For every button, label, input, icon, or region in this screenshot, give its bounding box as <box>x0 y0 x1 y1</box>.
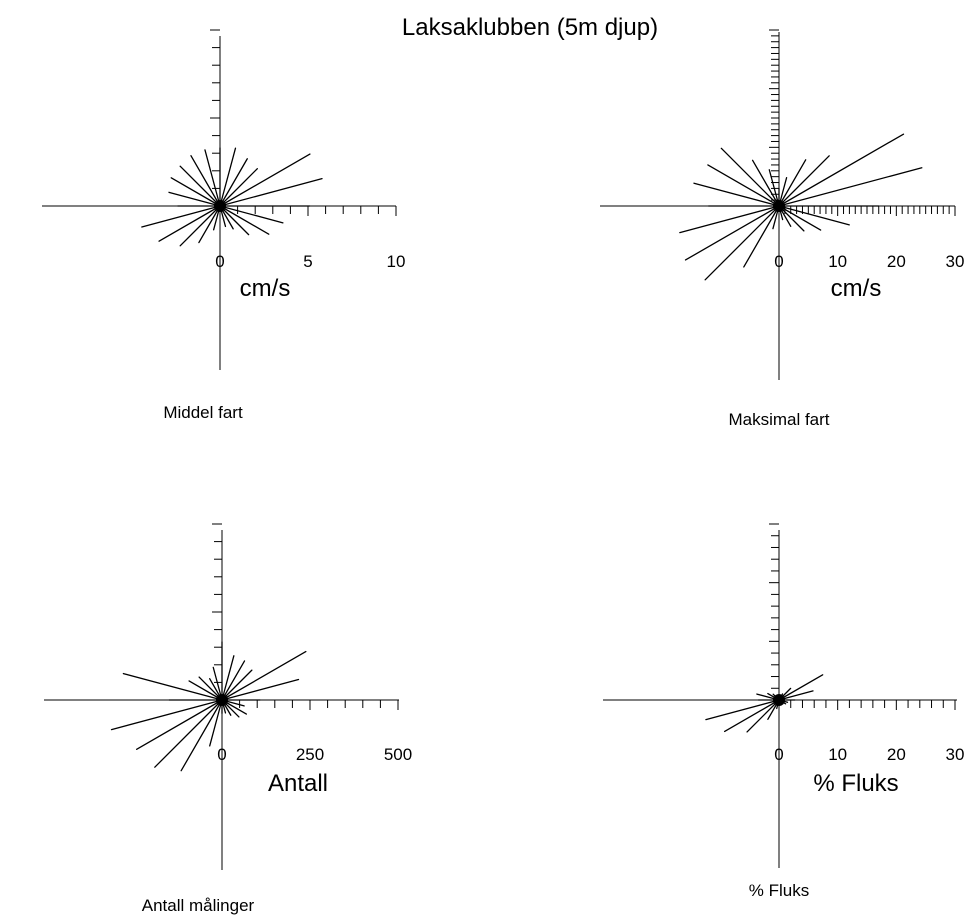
x-tick-label: 250 <box>296 745 324 764</box>
direction-vector <box>778 133 905 207</box>
direction-vector <box>707 164 780 207</box>
panel-maksimal-fart: 0 10 20 30 cm/s Maksimal fart <box>600 29 965 429</box>
panel-middel-fart: 0 5 10 cm/s Middel fart <box>42 29 406 422</box>
direction-vector <box>209 699 223 747</box>
center-marker <box>773 694 785 706</box>
direction-vector <box>705 699 780 721</box>
direction-vector <box>778 205 850 226</box>
direction-vector <box>179 205 221 247</box>
panel-prosent-fluks: 0 10 20 30 % Fluks % Fluks <box>603 523 965 900</box>
panel-caption: Antall målinger <box>142 896 255 915</box>
center-marker <box>216 694 228 706</box>
direction-vector <box>778 155 830 207</box>
direction-vector <box>723 699 780 733</box>
x-axis-label: Antall <box>268 770 328 797</box>
x-tick-label: 5 <box>303 252 312 271</box>
direction-vector <box>219 205 270 235</box>
direction-vector <box>778 159 807 207</box>
center-marker <box>214 200 226 212</box>
x-tick-label: 20 <box>887 745 906 764</box>
direction-vector <box>221 669 253 701</box>
direction-vector <box>219 147 237 207</box>
panel-antall-malinger: 0 250 500 Antall Antall målinger <box>44 523 412 915</box>
direction-vector <box>141 205 221 228</box>
x-axis-label: % Fluks <box>813 770 898 797</box>
direction-vector <box>135 699 223 750</box>
direction-vector <box>219 205 284 224</box>
center-marker <box>773 200 785 212</box>
x-axis-label: cm/s <box>831 275 882 302</box>
direction-vector <box>221 650 307 701</box>
direction-vector <box>170 177 221 207</box>
direction-vector <box>221 660 246 701</box>
x-tick-label: 500 <box>384 745 412 764</box>
direction-vector <box>110 699 223 731</box>
x-tick-label: 10 <box>828 252 847 271</box>
direction-vector <box>168 191 221 207</box>
panel-caption: Maksimal fart <box>728 410 829 429</box>
x-tick-label: 20 <box>887 252 906 271</box>
x-tick-label: 30 <box>946 745 965 764</box>
direction-vector <box>219 205 250 236</box>
direction-vector <box>720 147 780 207</box>
direction-vector <box>188 680 223 701</box>
direction-vector <box>122 672 223 701</box>
direction-vector <box>679 205 780 234</box>
direction-vector <box>221 678 300 701</box>
direction-vector <box>778 205 822 231</box>
direction-vector <box>693 182 780 207</box>
direction-vector <box>219 158 248 207</box>
direction-vector <box>746 699 780 733</box>
direction-vector <box>219 178 323 207</box>
direction-vector <box>684 205 780 261</box>
direction-vector <box>768 169 780 207</box>
x-tick-label: 0 <box>774 252 783 271</box>
panel-caption: Middel fart <box>163 403 243 422</box>
x-tick-label: 0 <box>215 252 224 271</box>
direction-vector <box>221 655 235 701</box>
figure-title: Laksaklubben (5m djup) <box>401 14 659 41</box>
panel-caption: % Fluks <box>749 881 809 900</box>
direction-vector <box>219 168 258 207</box>
direction-vector <box>204 149 221 207</box>
direction-vector <box>180 699 223 772</box>
direction-vector <box>198 205 221 244</box>
direction-vector <box>179 165 221 207</box>
direction-vector <box>778 167 923 207</box>
x-tick-label: 0 <box>774 745 783 764</box>
direction-vector <box>704 205 780 281</box>
x-axis-label: cm/s <box>240 275 291 302</box>
direction-vector <box>154 699 223 768</box>
direction-vector <box>751 159 780 207</box>
direction-vector <box>778 674 824 701</box>
x-tick-label: 10 <box>387 252 406 271</box>
direction-vector <box>219 153 311 207</box>
x-tick-label: 0 <box>217 745 226 764</box>
x-tick-label: 30 <box>946 252 965 271</box>
direction-vector <box>190 155 221 207</box>
direction-vector <box>158 205 221 242</box>
x-tick-label: 10 <box>828 745 847 764</box>
direction-vector <box>743 205 780 268</box>
